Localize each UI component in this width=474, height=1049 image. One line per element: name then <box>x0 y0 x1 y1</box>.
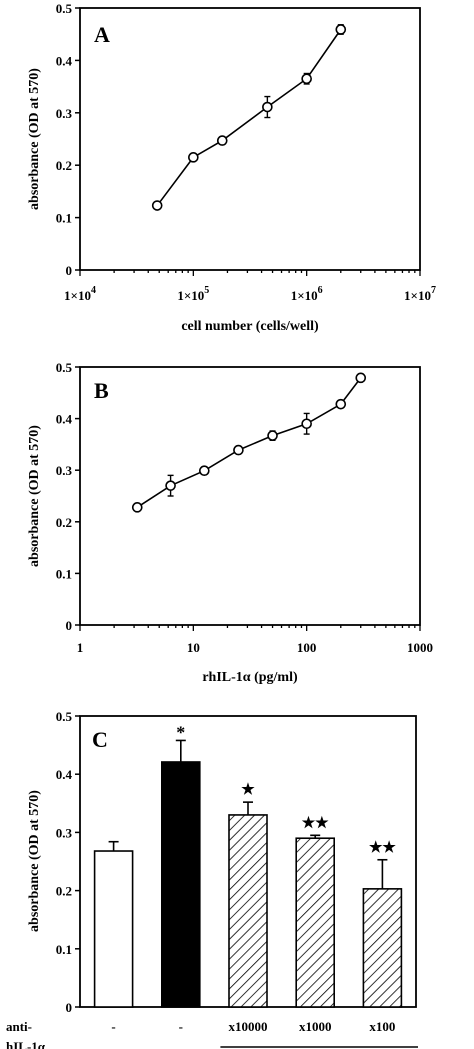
panel-c-bar <box>362 888 403 1008</box>
panel-c-significance-marker: ★★ <box>369 840 396 856</box>
panel-a-y-tick-label: 0 <box>66 263 73 278</box>
panel-c-category-label: x1000 <box>299 1019 332 1034</box>
panel-a-data-point <box>301 73 312 85</box>
panel-c-significance-marker: ★★ <box>302 815 329 831</box>
panel-c-y-tick-label: 0 <box>66 1000 73 1015</box>
panel-a-x-axis-label: cell number (cells/well) <box>181 319 319 334</box>
panel-c-row-label-line2: hIL-1α <box>6 1039 46 1049</box>
panel-a-x-tick-label: 1×106 <box>291 285 323 303</box>
panel-c-category-label: x10000 <box>229 1019 268 1034</box>
panel-a-x-tick-label: 1×105 <box>177 285 209 303</box>
panel-c-bar <box>295 837 336 1008</box>
panel-c-y-tick-label: 0.4 <box>56 767 73 782</box>
panel-a-y-tick-label: 0.2 <box>56 158 72 173</box>
panel-b-data-point <box>199 465 210 477</box>
panel-b-x-tick-label: 1 <box>77 640 84 655</box>
panel-b-data-point <box>267 430 278 441</box>
panel-a-y-tick-label: 0.4 <box>56 53 73 68</box>
panel-a-data-point <box>216 135 228 146</box>
panel-a-x-tick-label: 1×104 <box>64 285 96 303</box>
panel-c-chart: 0 0.1 0.2 0.3 0.4 0.5 absorbance (OD at 570) - *… <box>6 709 418 1049</box>
panel-b-plot-frame <box>79 366 421 626</box>
panel-c-row-label-line1: anti- <box>6 1019 32 1034</box>
panel-b-series-line <box>136 377 362 509</box>
panel-c-bar <box>93 850 134 1008</box>
panel-c-y-axis-label: absorbance (OD at 570) <box>27 790 42 932</box>
panel-b-data-point <box>301 418 312 430</box>
panel-c-y-tick-label: 0.2 <box>56 884 72 899</box>
panel-c-panel-letter: C <box>92 727 108 752</box>
panel-b-data-point <box>335 398 347 410</box>
panel-b-y-tick-label: 0.2 <box>56 515 72 530</box>
panel-b-x-tick-label: 10 <box>187 640 200 655</box>
panel-a-y-tick-label: 0.3 <box>56 106 73 121</box>
panel-a-plot-frame <box>79 7 421 271</box>
panel-b-chart: 0 0.1 0.2 0.3 0.4 0.5 absorbance (OD at 570) 1 1… <box>27 360 433 685</box>
panel-c-category-label: - <box>111 1019 115 1034</box>
panel-a-chart: 0 0.1 0.2 0.3 0.4 0.5 absorbance (OD at 570) 1×… <box>27 1 436 334</box>
panel-a-y-tick-label: 0.5 <box>56 1 73 16</box>
panel-b-x-tick-label: 1000 <box>407 640 433 655</box>
panel-c-category-label: - <box>179 1019 183 1034</box>
panel-a-panel-letter: A <box>94 22 110 47</box>
panel-a-data-point <box>335 24 347 35</box>
panel-b-y-tick-label: 0 <box>66 618 73 633</box>
panel-b-data-point <box>165 480 176 491</box>
panel-c-bar <box>161 761 201 1008</box>
panel-c-significance-marker: ★ <box>241 782 255 798</box>
panel-c-y-tick-label: 0.3 <box>56 825 73 840</box>
panel-b-y-tick-label: 0.5 <box>56 360 73 375</box>
panel-b-y-tick-label: 0.3 <box>56 463 73 478</box>
panel-b-data-point <box>131 502 143 513</box>
panel-a-data-point <box>188 152 199 163</box>
panel-a-y-axis-label: absorbance (OD at 570) <box>27 68 42 210</box>
panel-c-y-tick-label: 0.1 <box>56 942 72 957</box>
panel-a-series-line <box>156 29 342 207</box>
panel-b-data-point <box>355 372 367 384</box>
panel-b-data-point <box>233 444 244 456</box>
panel-b-x-tick-label: 100 <box>297 640 317 655</box>
panel-b-y-tick-label: 0.4 <box>56 412 73 427</box>
panel-b-y-axis-label: absorbance (OD at 570) <box>27 425 42 567</box>
panel-c-category-label: x100 <box>369 1019 395 1034</box>
panel-c-y-tick-label: 0.5 <box>56 709 73 724</box>
panel-b-x-axis-label: rhIL-1α (pg/ml) <box>202 670 298 685</box>
panel-a-data-point <box>151 200 163 211</box>
panel-c-bar <box>228 814 268 1008</box>
panel-b-panel-letter: B <box>94 378 109 403</box>
panel-a-y-tick-label: 0.1 <box>56 211 72 226</box>
panel-b-y-tick-label: 0.1 <box>56 566 72 581</box>
panel-a-x-tick-label: 1×107 <box>404 285 436 303</box>
panel-c-significance-marker: * <box>176 722 185 742</box>
panel-a-data-point <box>262 101 273 113</box>
